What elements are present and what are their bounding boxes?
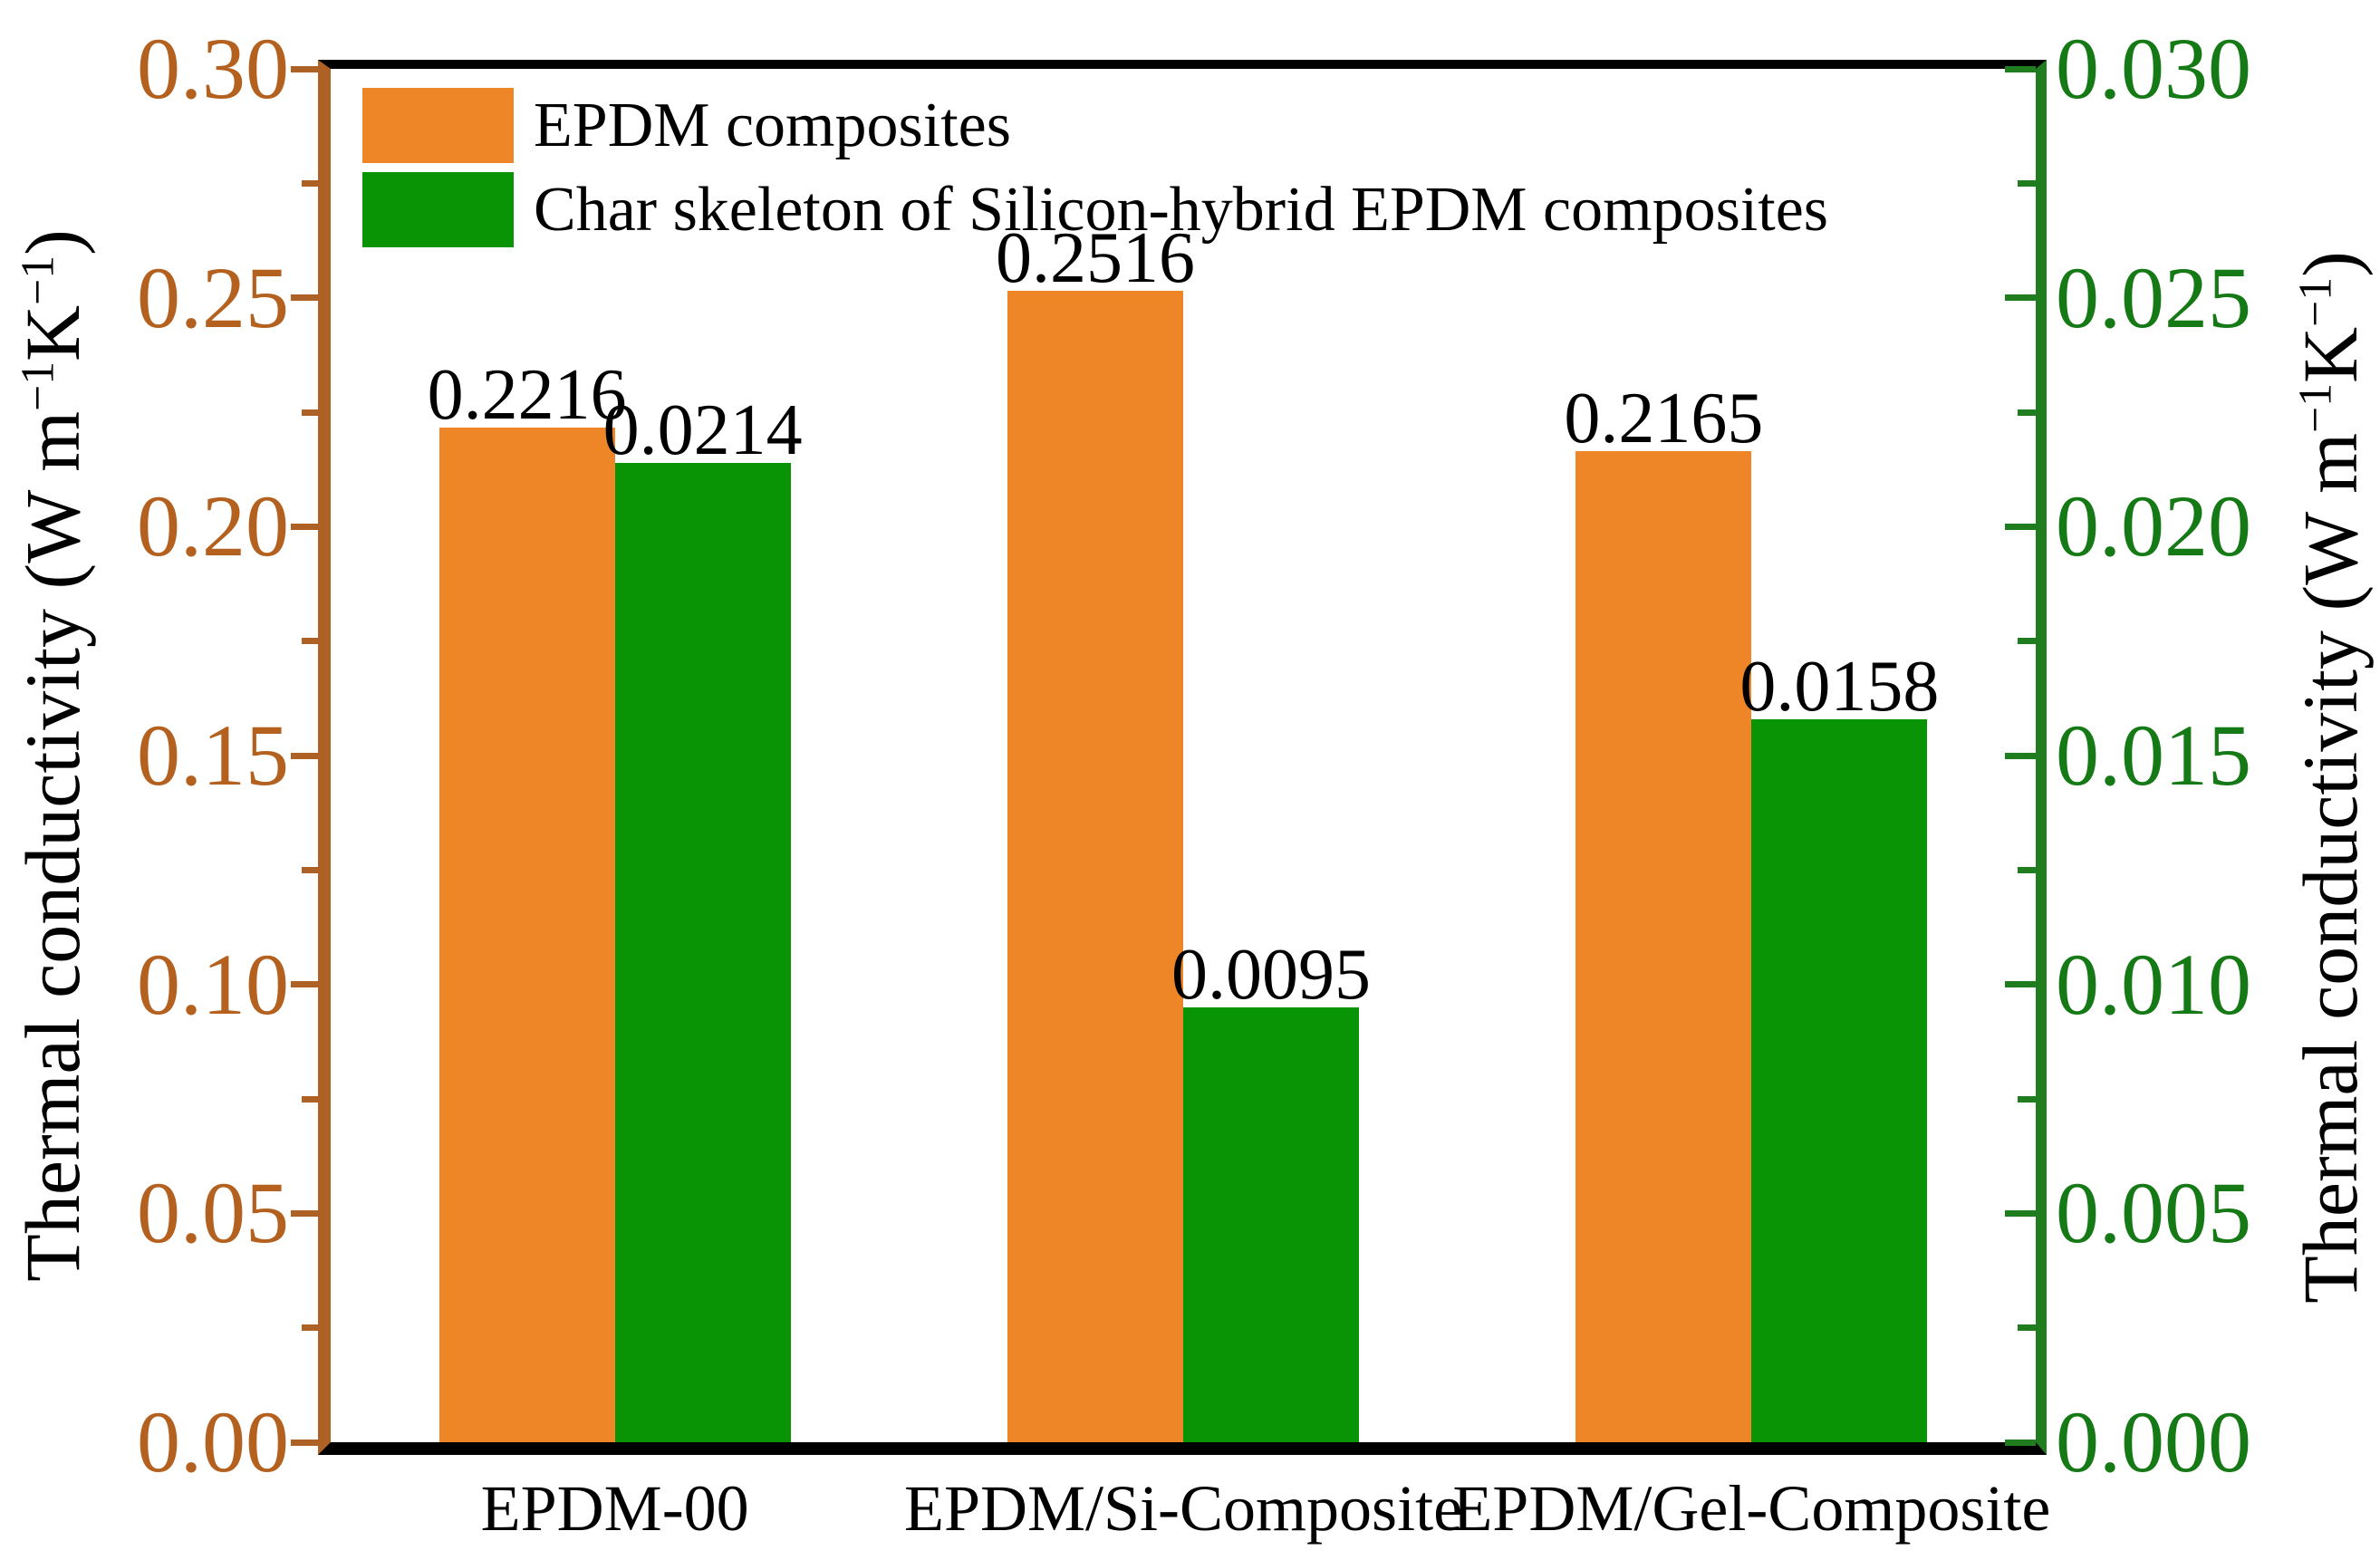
- left-tick: [302, 638, 318, 645]
- left-tick-label: 0.00: [137, 1393, 289, 1490]
- right-tick: [2005, 981, 2036, 988]
- legend-swatch-orange-icon: [362, 88, 514, 163]
- left-tick: [302, 409, 318, 416]
- right-tick: [2018, 1095, 2036, 1103]
- left-tick-label: 0.15: [137, 707, 289, 804]
- left-tick: [291, 294, 318, 302]
- left-tick: [302, 179, 318, 187]
- legend-entry-epdm-composites: EPDM composites: [362, 88, 1828, 163]
- left-tick-label: 0.25: [137, 248, 289, 346]
- bar-right-2: [1183, 1006, 1359, 1442]
- right-tick: [2005, 523, 2036, 530]
- x-tick-label: EPDM-00: [480, 1472, 749, 1545]
- right-tick: [2018, 1324, 2036, 1332]
- bar-value-label: 0.2165: [1564, 378, 1764, 458]
- left-tick-label: 0.30: [137, 20, 289, 117]
- left-tick-label: 0.10: [137, 935, 289, 1033]
- left-tick: [291, 752, 318, 759]
- bar-left-3: [1575, 450, 1752, 1442]
- bar-value-label: 0.0095: [1171, 934, 1371, 1015]
- right-tick-label: 0.010: [2056, 935, 2251, 1033]
- left-tick: [291, 1439, 318, 1446]
- x-tick-labels: EPDM-00 EPDM/Si-Composite EPDM/Gel-Composi…: [0, 1472, 2380, 1560]
- right-tick-label: 0.005: [2056, 1164, 2251, 1262]
- left-tick-label: 0.20: [137, 477, 289, 575]
- right-tick: [2005, 1209, 2036, 1217]
- bar-value-label: 0.2216: [427, 355, 627, 436]
- bar-value-label: 0.0158: [1739, 646, 1940, 727]
- right-tick: [2005, 294, 2036, 302]
- left-tick: [302, 1095, 318, 1103]
- bar-right-3: [1751, 718, 1928, 1442]
- legend-label: Char skeleton of Silicon-hybrid EPDM com…: [534, 174, 1829, 245]
- right-tick-label: 0.030: [2056, 20, 2251, 117]
- legend: EPDM composites Char skeleton of Silicon…: [362, 88, 1828, 247]
- right-tick-labels: 0.030 0.025 0.020 0.015 0.010 0.005 0.000: [2056, 0, 2380, 1560]
- right-tick-label: 0.020: [2056, 477, 2251, 575]
- left-tick-label: 0.05: [137, 1164, 289, 1262]
- right-tick: [2018, 866, 2036, 873]
- right-tick-label: 0.015: [2056, 707, 2251, 804]
- legend-entry-char-skeleton: Char skeleton of Silicon-hybrid EPDM com…: [362, 172, 1828, 247]
- bar-left-2: [1007, 290, 1183, 1442]
- plot-area: 0.2216 0.0214 0.2516 0.0095 0.2165 0.0158 EPD…: [291, 60, 2047, 1455]
- left-tick: [302, 1324, 318, 1332]
- right-tick: [2018, 409, 2036, 416]
- x-tick-label: EPDM/Si-Composite: [903, 1472, 1463, 1545]
- right-tick: [2005, 1439, 2036, 1446]
- left-tick: [291, 981, 318, 988]
- left-tick-labels: 0.30 0.25 0.20 0.15 0.10 0.05 0.00: [0, 0, 294, 1560]
- bar-value-label: 0.0214: [602, 390, 803, 470]
- x-tick-label: EPDM/Gel-Composite: [1452, 1472, 2051, 1545]
- left-tick: [291, 523, 318, 530]
- right-tick-label: 0.025: [2056, 248, 2251, 346]
- right-tick: [2018, 638, 2036, 645]
- right-tick: [2005, 65, 2036, 72]
- left-tick: [291, 65, 318, 72]
- legend-swatch-green-icon: [362, 172, 514, 247]
- right-tick: [2018, 179, 2036, 187]
- right-tick: [2005, 752, 2036, 759]
- legend-label: EPDM composites: [534, 90, 1011, 160]
- right-tick-label: 0.000: [2056, 1393, 2251, 1490]
- left-tick: [302, 866, 318, 873]
- left-tick: [291, 1209, 318, 1217]
- bar-right-1: [614, 462, 791, 1442]
- bar-left-1: [438, 428, 615, 1442]
- bar-value-label: 0.2516: [996, 217, 1195, 298]
